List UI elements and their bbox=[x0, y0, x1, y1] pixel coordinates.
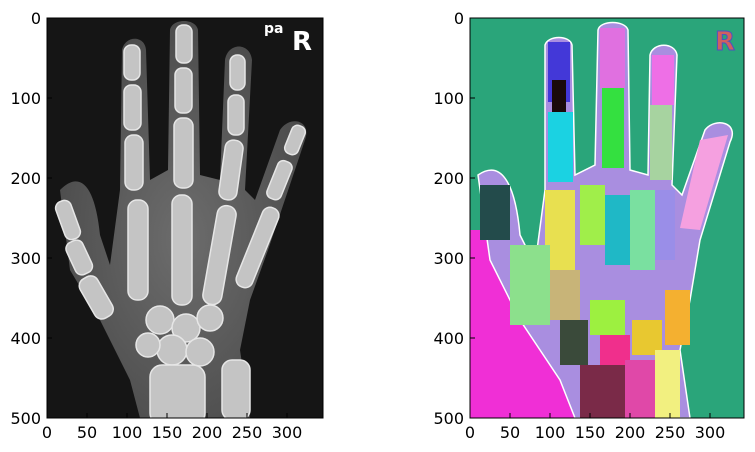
xray-image: pa R bbox=[47, 18, 323, 418]
y-tick-label: 0 bbox=[454, 9, 464, 28]
y-tick-label: 400 bbox=[433, 329, 464, 348]
y-tick-label: 200 bbox=[433, 169, 464, 188]
y-tick-label: 200 bbox=[10, 169, 41, 188]
y-tick-label: 500 bbox=[10, 409, 41, 428]
x-tick-label: 200 bbox=[192, 423, 223, 442]
x-tick-label: 200 bbox=[615, 423, 646, 442]
x-tick-label: 50 bbox=[500, 423, 520, 442]
xray-label-r: R bbox=[292, 27, 312, 57]
x-tick-label: 250 bbox=[232, 423, 263, 442]
y-tick-label: 400 bbox=[10, 329, 41, 348]
y-tick-label: 100 bbox=[433, 89, 464, 108]
x-tick-label: 0 bbox=[42, 423, 52, 442]
y-tick-label: 0 bbox=[31, 9, 41, 28]
segmentation-axes-frame bbox=[469, 17, 745, 419]
x-tick-label: 150 bbox=[575, 423, 606, 442]
xray-axes-frame bbox=[46, 17, 324, 419]
xray-panel: pa R bbox=[46, 17, 324, 419]
segmentation-image: R bbox=[470, 18, 744, 418]
x-tick-label: 300 bbox=[695, 423, 726, 442]
y-tick-label: 300 bbox=[10, 249, 41, 268]
x-tick-label: 150 bbox=[152, 423, 183, 442]
y-tick-label: 300 bbox=[433, 249, 464, 268]
segmentation-panel: R bbox=[469, 17, 745, 419]
x-tick-label: 250 bbox=[655, 423, 686, 442]
y-tick-label: 500 bbox=[433, 409, 464, 428]
x-tick-label: 300 bbox=[272, 423, 303, 442]
y-tick-label: 100 bbox=[10, 89, 41, 108]
x-tick-label: 0 bbox=[465, 423, 475, 442]
x-tick-label: 100 bbox=[535, 423, 566, 442]
x-tick-label: 100 bbox=[112, 423, 143, 442]
segmentation-label-r: R bbox=[715, 27, 735, 57]
xray-label-pa: pa bbox=[264, 21, 283, 37]
x-tick-label: 50 bbox=[77, 423, 97, 442]
